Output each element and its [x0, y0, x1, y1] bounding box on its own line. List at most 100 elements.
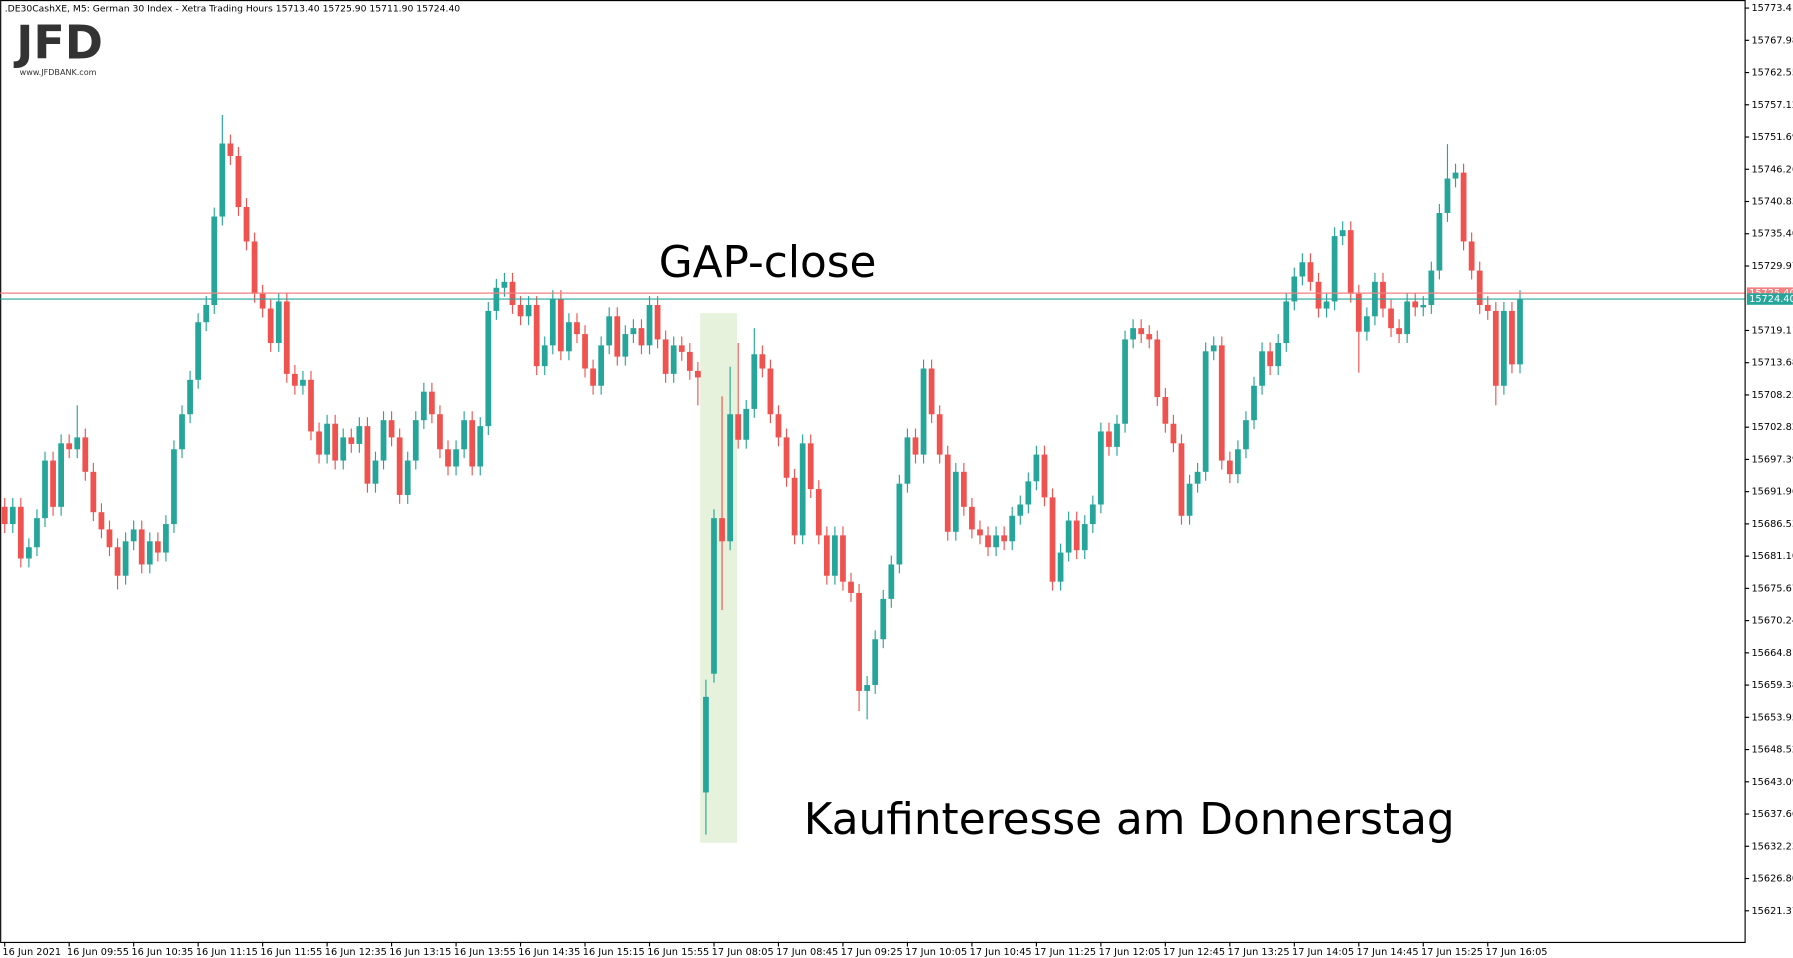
- candle-body: [1243, 420, 1249, 450]
- candle-body: [912, 437, 919, 455]
- candle-body: [404, 460, 411, 495]
- candle-body: [477, 426, 484, 467]
- candle-body: [1517, 299, 1523, 365]
- candle-body: [856, 592, 862, 691]
- candle-body: [670, 345, 677, 374]
- candle-body: [920, 368, 927, 455]
- x-tick-label: 16 Jun 09:55: [67, 947, 129, 958]
- candle-body: [1, 506, 8, 525]
- candle-body: [235, 155, 242, 208]
- y-tick-label: 15621.37: [1751, 906, 1793, 917]
- candle-body: [1162, 397, 1169, 424]
- y-tick-label: 15664.81: [1751, 648, 1793, 659]
- candle-body: [300, 379, 306, 386]
- candle-body: [1001, 535, 1008, 542]
- candle-body: [1468, 241, 1475, 271]
- candle-body: [815, 489, 822, 536]
- candle-body: [1033, 454, 1040, 482]
- x-tick-label: 16 Jun 15:55: [647, 947, 709, 958]
- y-tick-label: 15670.24: [1751, 616, 1793, 627]
- y-tick-label: 15719.11: [1751, 325, 1793, 336]
- candle-body: [26, 547, 32, 559]
- candle-body: [517, 304, 524, 317]
- annotation: Kaufinteresse am Donnerstag: [804, 794, 1455, 845]
- candle-body: [1307, 262, 1314, 282]
- candle-body: [533, 304, 540, 367]
- x-tick-label: 16 Jun 15:15: [583, 947, 645, 958]
- candle-body: [122, 541, 129, 576]
- candle-body: [549, 299, 556, 346]
- candle-body: [388, 420, 395, 438]
- candle-body: [1218, 345, 1225, 461]
- candle-body: [412, 420, 419, 461]
- candle-body: [348, 437, 355, 444]
- y-tick-label: 15697.39: [1751, 454, 1793, 465]
- candle-body: [646, 304, 653, 346]
- candle-body: [735, 414, 742, 440]
- candle-body: [977, 529, 983, 536]
- candle-body: [864, 684, 871, 691]
- candle-body: [1283, 301, 1290, 343]
- candle-body: [1226, 460, 1233, 475]
- candle-body: [574, 322, 580, 335]
- candle-body: [364, 426, 371, 484]
- candle-body: [437, 414, 443, 450]
- candle-body: [1501, 310, 1507, 386]
- plot-area: [1, 115, 1523, 835]
- candle-body: [1460, 172, 1467, 242]
- x-tick-label: 17 Jun 12:05: [1099, 947, 1161, 958]
- candle-body: [243, 207, 250, 242]
- candle-body: [130, 529, 137, 542]
- logo: JFD: [13, 16, 103, 70]
- candle-body: [807, 443, 814, 490]
- annotation: GAP-close: [659, 237, 877, 288]
- y-tick-label: 15648.52: [1751, 745, 1793, 756]
- candle-body: [1412, 301, 1419, 308]
- candle-body: [566, 322, 572, 352]
- candle-body: [1170, 423, 1177, 444]
- candle-body: [985, 535, 991, 548]
- x-tick-label: 17 Jun 10:45: [970, 947, 1032, 958]
- x-tick-label: 16 Jun 13:15: [389, 947, 451, 958]
- candle-body: [1025, 481, 1032, 505]
- candle-body: [1251, 385, 1257, 421]
- candle-body: [316, 431, 322, 455]
- candle-body: [308, 379, 314, 432]
- candle-body: [1081, 524, 1088, 551]
- candle-body: [880, 598, 887, 640]
- y-tick-label: 15751.69: [1751, 132, 1793, 143]
- candle-body: [275, 301, 282, 343]
- candle-body: [1323, 301, 1330, 309]
- candle-body: [372, 460, 379, 484]
- candle-body: [1259, 351, 1265, 386]
- candle-body: [171, 449, 177, 525]
- candle-body: [1476, 270, 1483, 305]
- candle-body: [1363, 316, 1370, 332]
- candle-body: [678, 345, 685, 352]
- candle-body: [1267, 351, 1274, 367]
- candle-body: [332, 423, 339, 461]
- x-tick-label: 17 Jun 14:05: [1292, 947, 1354, 958]
- candle-body: [66, 443, 73, 450]
- x-tick-label: 17 Jun 08:05: [712, 947, 774, 958]
- candle-body: [187, 379, 193, 415]
- candle-body: [138, 529, 145, 565]
- candle-body: [936, 414, 943, 455]
- candle-body: [1122, 339, 1128, 424]
- candle-body: [154, 541, 161, 553]
- candle-body: [501, 281, 508, 288]
- candle-body: [928, 368, 935, 415]
- candle-body: [952, 471, 959, 532]
- x-tick-label: 16 Jun 12:35: [325, 947, 387, 958]
- candle-body: [420, 391, 427, 421]
- candle-body: [1138, 328, 1145, 335]
- y-tick-label: 15691.96: [1751, 487, 1793, 498]
- candle-body: [1331, 236, 1338, 302]
- candle-body: [783, 437, 790, 478]
- candle-body: [525, 304, 532, 317]
- candle-body: [469, 420, 476, 467]
- candle-body: [598, 345, 605, 386]
- candle-body: [1347, 230, 1354, 294]
- price-tag-label: 15724.40: [1749, 294, 1793, 305]
- candle-body: [759, 354, 766, 369]
